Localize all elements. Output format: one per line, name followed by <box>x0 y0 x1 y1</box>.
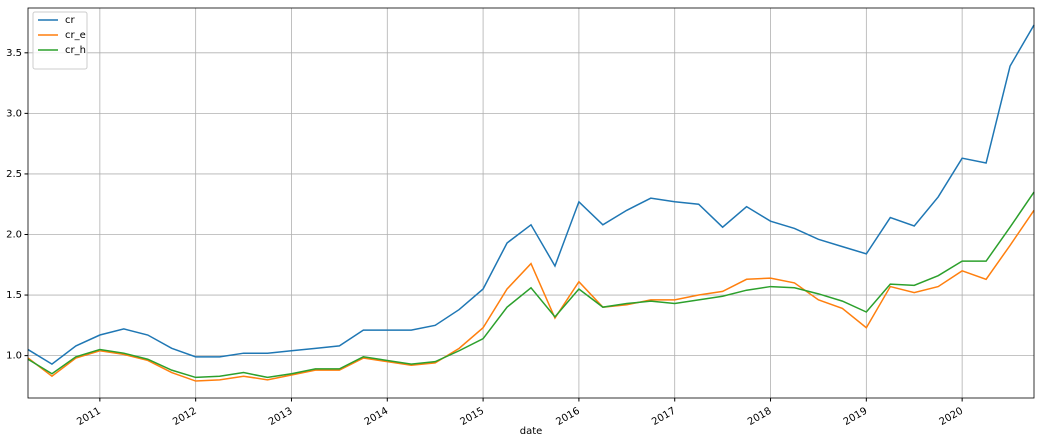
legend-box <box>32 11 88 70</box>
y-tick-label: 3.5 <box>6 48 22 59</box>
line-series <box>27 209 1035 382</box>
y-tick-label: 1.5 <box>6 290 22 301</box>
line-series <box>27 191 1035 379</box>
y-tick-label: 3.0 <box>6 108 22 119</box>
x-axis-label: date <box>520 426 543 437</box>
line-series <box>27 24 1035 365</box>
y-tick-label: 2.0 <box>6 229 22 240</box>
y-tick-label: 2.5 <box>6 169 22 180</box>
legend-label: cr <box>65 15 75 26</box>
legend-label: cr_e <box>65 30 86 41</box>
legend-label: cr_h <box>65 45 86 56</box>
axes-frame <box>27 7 1035 399</box>
y-tick-label: 1.0 <box>6 351 22 362</box>
plot-area <box>27 8 1035 398</box>
